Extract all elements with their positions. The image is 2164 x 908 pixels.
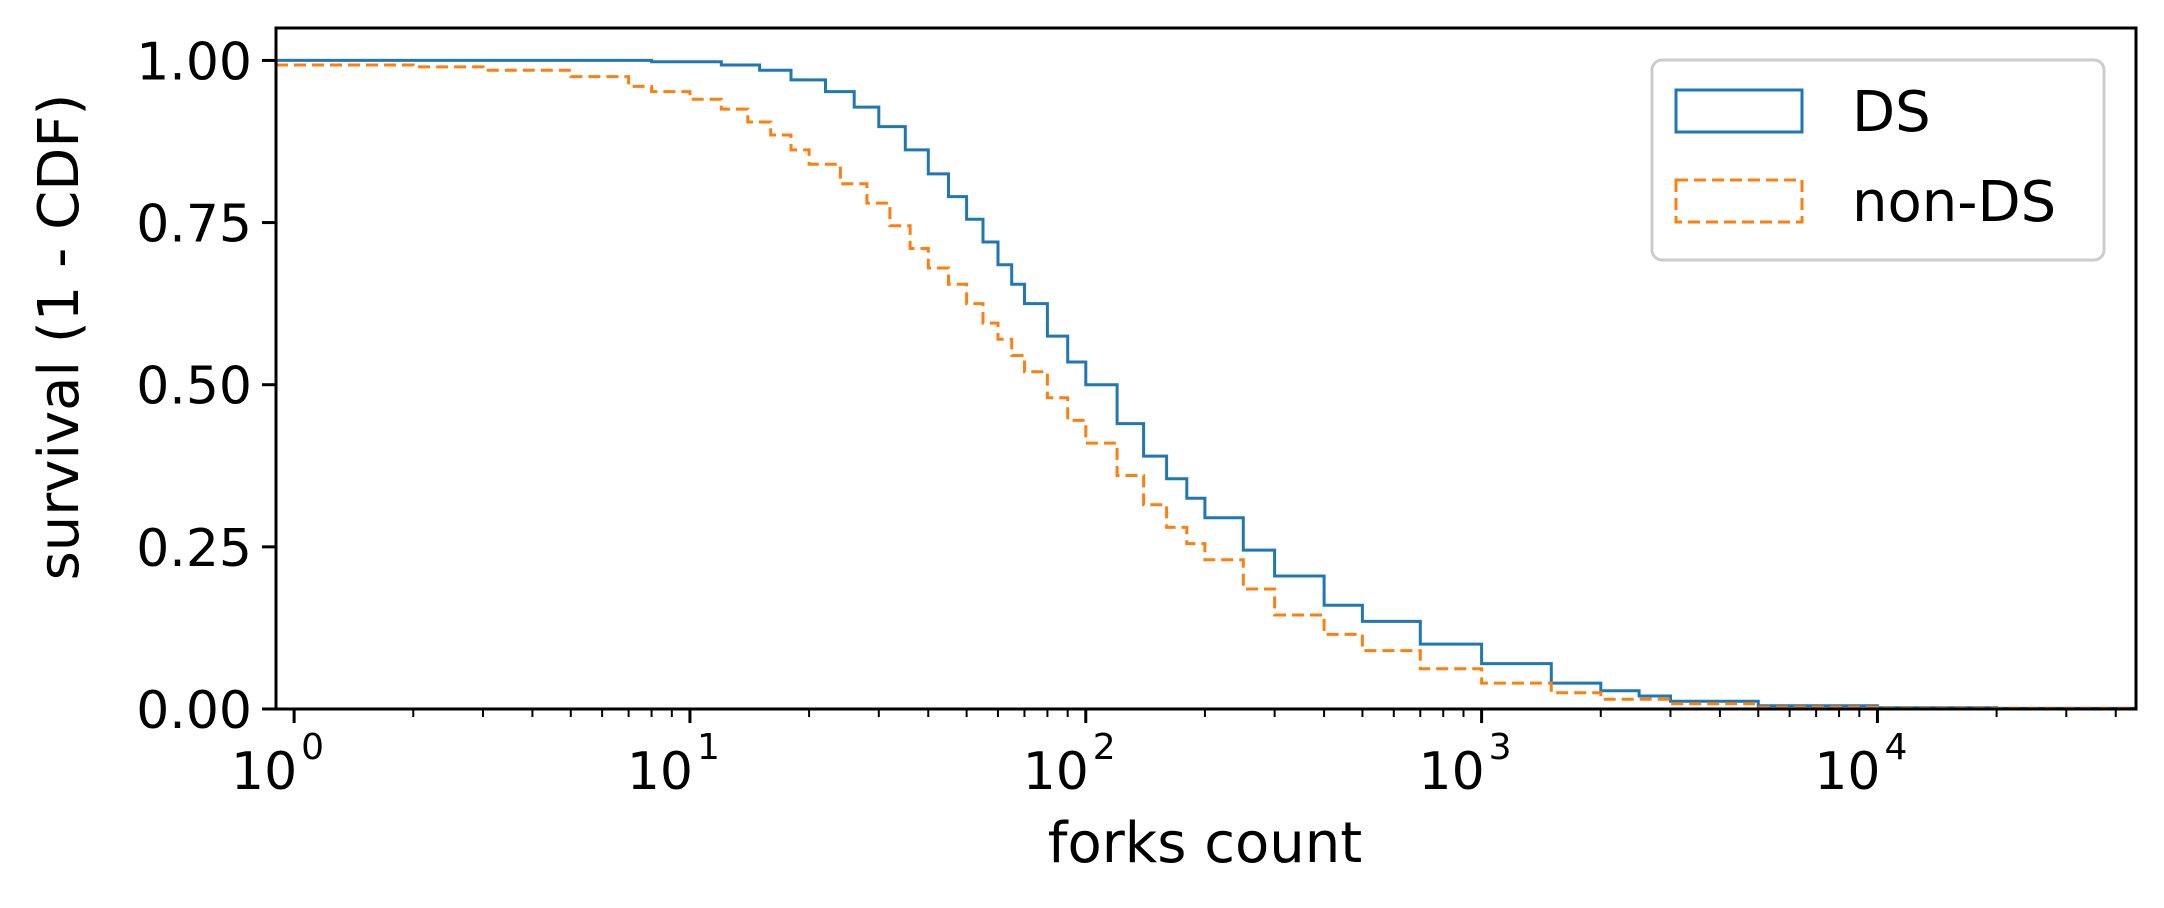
y-tick-label: 0.50 <box>136 357 252 417</box>
y-tick-label: 1.00 <box>136 32 252 92</box>
y-axis: 0.00 0.25 0.50 0.75 1.00 <box>136 32 276 741</box>
series-line-ds <box>276 58 2138 710</box>
x-tick-label: 10 <box>231 742 297 802</box>
legend-label-non-ds: non-DS <box>1852 170 2056 235</box>
x-tick-label: 10 <box>1814 742 1880 802</box>
legend: DS non-DS <box>1650 58 2106 262</box>
x-tick-label: 10 <box>1419 742 1485 802</box>
legend-frame <box>1650 58 2106 262</box>
series-layer <box>276 58 2138 710</box>
x-tick-label: 10 <box>1023 742 1089 802</box>
legend-swatch-ds <box>1674 88 1804 134</box>
axes-frame <box>274 26 2138 711</box>
series-line-non-ds <box>276 63 2138 710</box>
legend-entry-non-ds: non-DS <box>1674 170 2056 235</box>
x-tick-label-exponent: 3 <box>1489 727 1512 768</box>
legend-entry-ds: DS <box>1674 80 1931 145</box>
x-axis: 10 0 10 1 10 2 10 3 10 4 <box>231 709 2117 802</box>
y-axis-label: survival (1 - CDF) <box>27 94 92 581</box>
x-tick-label-exponent: 2 <box>1093 727 1116 768</box>
y-tick-label: 0.75 <box>136 195 252 255</box>
y-tick-label: 0.25 <box>136 519 252 579</box>
x-axis-label: forks count <box>1048 811 1362 876</box>
plot-area <box>274 26 2138 711</box>
x-tick-label-exponent: 4 <box>1884 727 1907 768</box>
x-tick-label-exponent: 0 <box>301 727 324 768</box>
x-tick-label-exponent: 1 <box>697 727 720 768</box>
y-tick-label: 0.00 <box>136 681 252 741</box>
legend-swatch-non-ds <box>1674 178 1804 224</box>
x-tick-label: 10 <box>627 742 693 802</box>
legend-label-ds: DS <box>1852 80 1931 145</box>
